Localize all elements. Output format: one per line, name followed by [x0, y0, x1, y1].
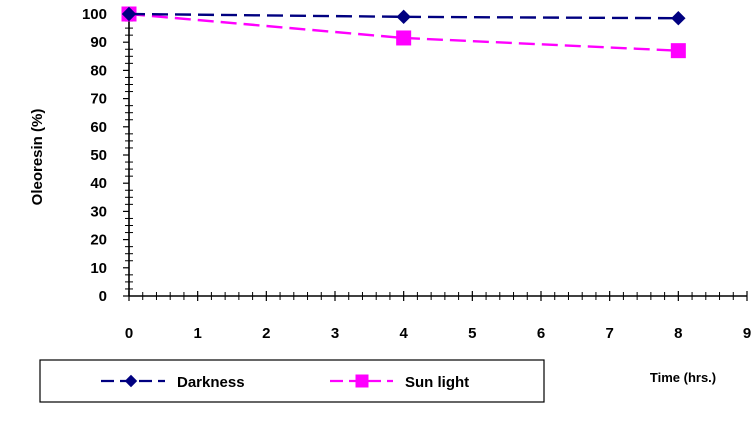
x-tick-label: 2 [262, 325, 270, 342]
x-axis-label: Time (hrs.) [650, 370, 716, 385]
data-point [121, 6, 137, 22]
y-tick-label: 0 [99, 288, 107, 305]
y-tick-label: 30 [90, 203, 107, 220]
x-tick-label: 0 [125, 325, 133, 342]
x-tick-label: 7 [605, 325, 613, 342]
legend-marker [124, 374, 138, 388]
data-point [396, 9, 411, 25]
y-tick-label: 40 [90, 175, 107, 192]
y-tick-label: 80 [90, 62, 107, 79]
ticks: 0 10 20 30 40 50 60 70 80 90 100 0 1 2 3 4 5 6 7 8 9 [82, 6, 751, 342]
y-tick-label: 10 [90, 260, 107, 277]
y-tick-label: 20 [90, 232, 107, 249]
series-darkness [121, 6, 686, 26]
x-tick-label: 5 [468, 325, 476, 342]
data-point [396, 30, 412, 46]
x-tick-label: 4 [399, 325, 408, 342]
x-tick-label: 3 [331, 325, 339, 342]
data-point [670, 43, 686, 59]
data-point [671, 11, 686, 26]
legend-label: Sun light [405, 374, 469, 391]
series [121, 6, 686, 59]
x-tick-label: 1 [193, 325, 201, 342]
axes [128, 14, 747, 297]
legend-item: Sun light [330, 374, 469, 391]
legend-item: Darkness [101, 374, 245, 391]
legend: Darkness Sun light [39, 359, 545, 403]
x-tick-label: 8 [674, 325, 682, 342]
y-tick-label: 60 [90, 119, 107, 136]
legend-label: Darkness [177, 374, 245, 391]
legend-marker [355, 374, 369, 388]
legend-items: Darkness Sun light [101, 374, 469, 391]
y-tick-label: 90 [90, 34, 107, 51]
y-axis-label: Oleoresin (%) [29, 109, 46, 206]
y-tick-label: 100 [82, 6, 107, 23]
x-tick-label: 9 [743, 325, 751, 342]
y-tick-label: 70 [90, 91, 107, 108]
y-tick-label: 50 [90, 147, 107, 164]
x-tick-label: 6 [537, 325, 545, 342]
